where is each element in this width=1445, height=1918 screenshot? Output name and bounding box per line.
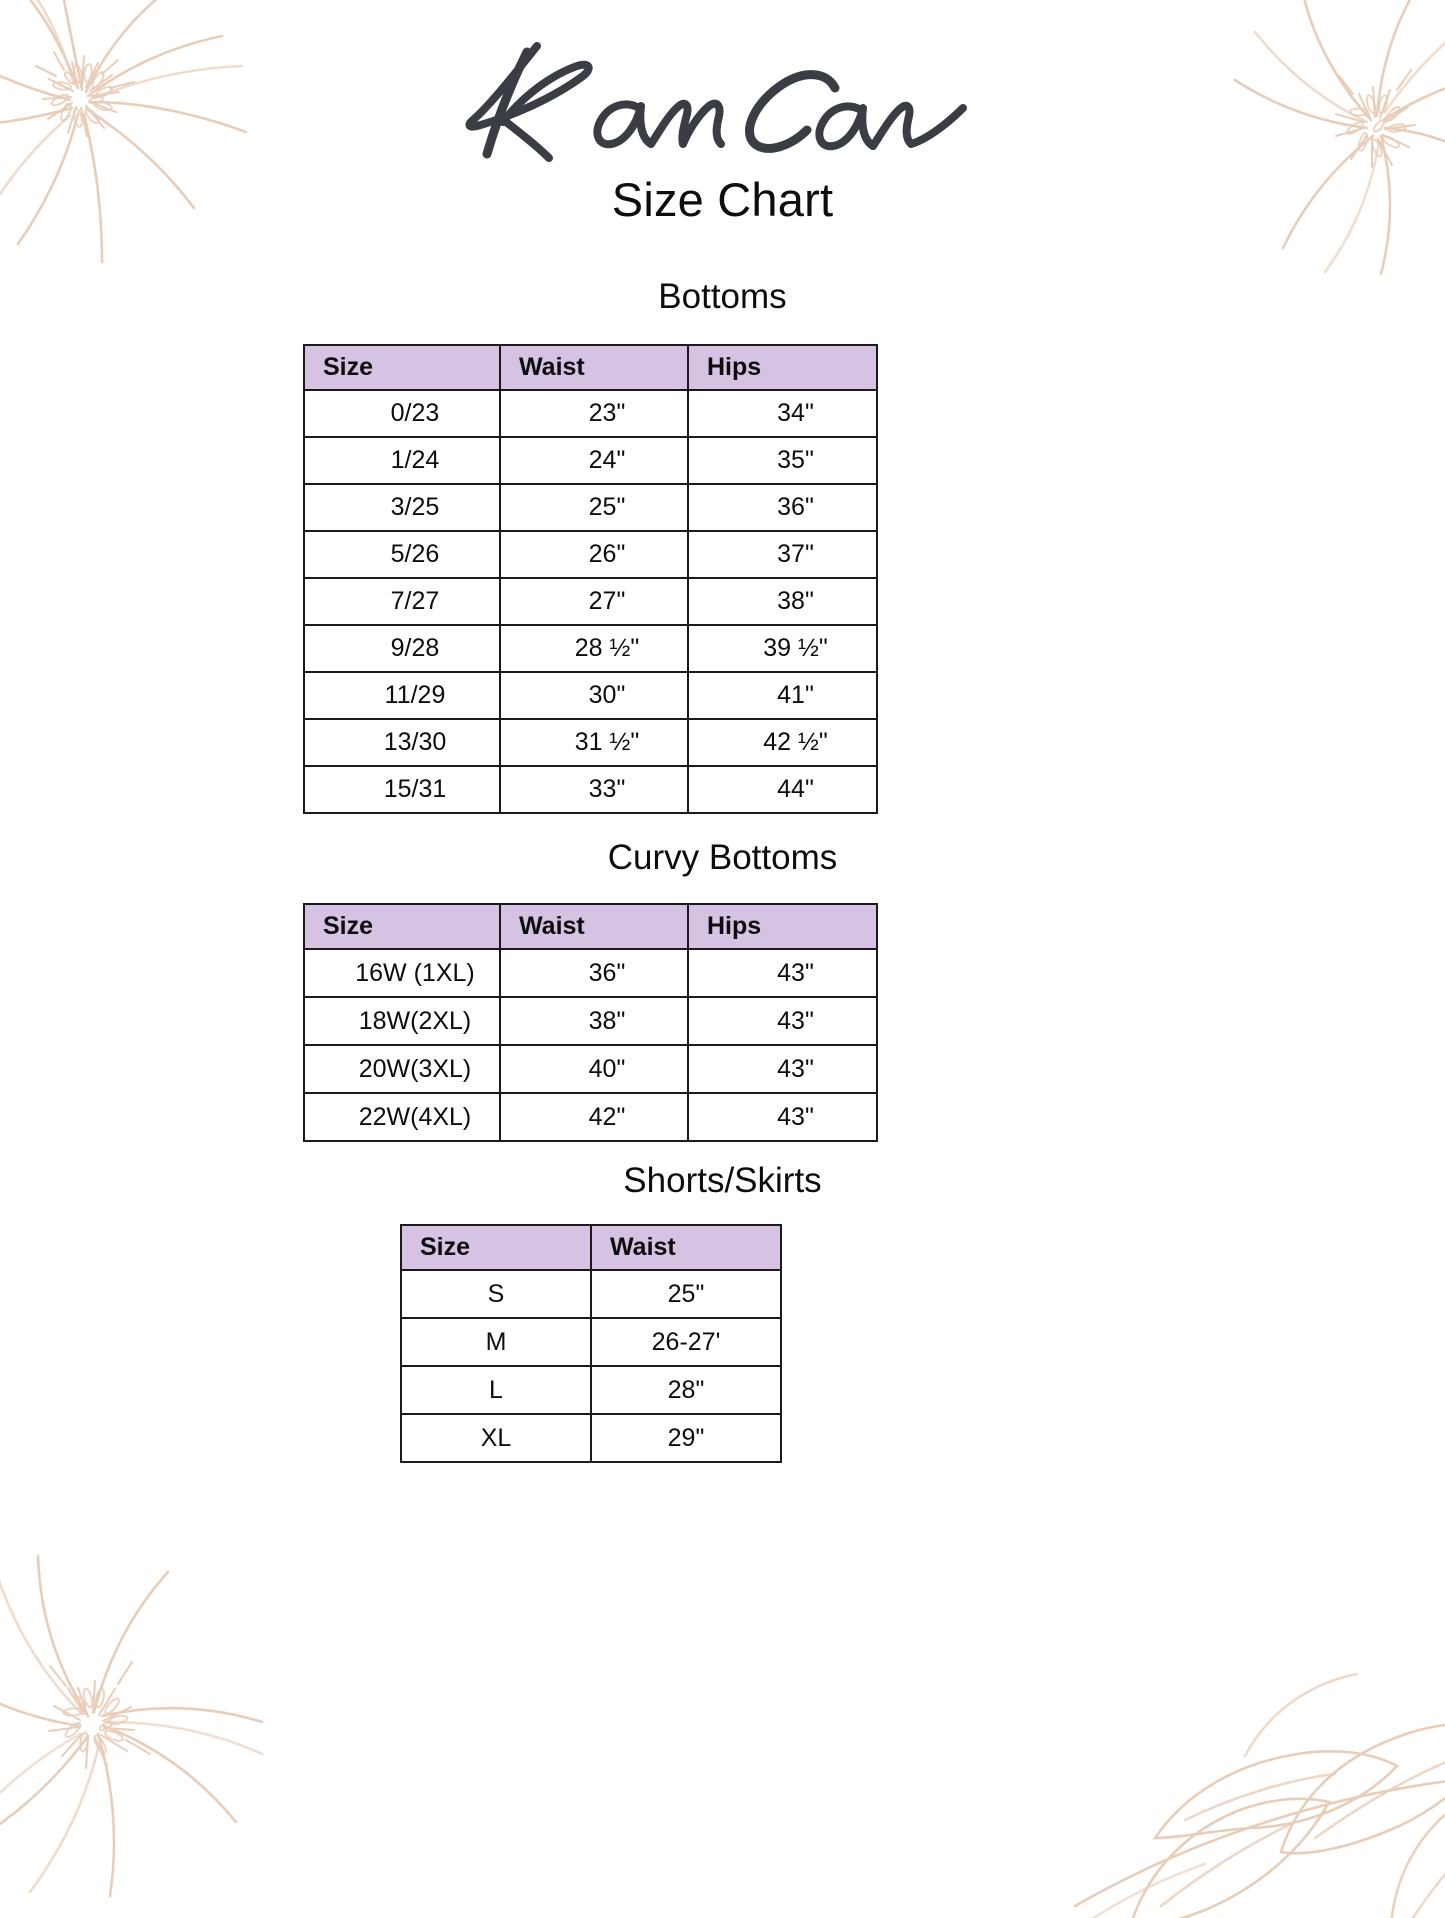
section-heading-curvy-bottoms: Curvy Bottoms	[607, 838, 838, 877]
cell-waist: 26"	[499, 530, 689, 579]
bottoms-size-table: Size Waist Hips 0/23 23" 34" 1/24 24" 35…	[303, 344, 878, 814]
table-row: 0/23 23" 34"	[303, 389, 878, 438]
cell-size: 5/26	[303, 530, 501, 579]
cell-waist: 23"	[499, 389, 689, 438]
cell-size: 13/30	[303, 718, 501, 767]
cell-hips: 34"	[687, 389, 878, 438]
section-heading-shorts-skirts: Shorts/Skirts	[623, 1161, 822, 1200]
cell-size: XL	[400, 1413, 592, 1463]
cell-waist: 38"	[499, 996, 689, 1046]
table-row: 18W(2XL) 38" 43"	[303, 996, 878, 1046]
column-header-hips: Hips	[687, 344, 878, 391]
cell-size: M	[400, 1317, 592, 1367]
cell-hips: 44"	[687, 765, 878, 814]
column-header-waist: Waist	[499, 344, 689, 391]
cell-waist: 30"	[499, 671, 689, 720]
cell-hips: 36"	[687, 483, 878, 532]
table-row: 9/28 28 ½" 39 ½"	[303, 624, 878, 673]
cell-hips: 43"	[687, 996, 878, 1046]
cell-waist: 25"	[590, 1269, 782, 1319]
cell-waist: 25"	[499, 483, 689, 532]
cell-waist: 27"	[499, 577, 689, 626]
cell-waist: 36"	[499, 948, 689, 998]
table-row: S 25"	[400, 1269, 782, 1319]
cell-size: 22W(4XL)	[303, 1092, 501, 1142]
column-header-hips: Hips	[687, 903, 878, 950]
cell-hips: 43"	[687, 1092, 878, 1142]
shorts-skirts-size-table: Size Waist S 25" M 26-27' L 28" XL	[400, 1224, 782, 1463]
cell-waist: 29"	[590, 1413, 782, 1463]
cell-hips: 41"	[687, 671, 878, 720]
column-header-size: Size	[303, 903, 501, 950]
cell-size: S	[400, 1269, 592, 1319]
table-row: XL 29"	[400, 1413, 782, 1463]
column-header-waist: Waist	[590, 1224, 782, 1271]
cell-hips: 39 ½"	[687, 624, 878, 673]
table-row: 15/31 33" 44"	[303, 765, 878, 814]
cell-size: 18W(2XL)	[303, 996, 501, 1046]
table-row: L 28"	[400, 1365, 782, 1415]
column-header-size: Size	[303, 344, 501, 391]
column-header-size: Size	[400, 1224, 592, 1271]
cell-waist: 33"	[499, 765, 689, 814]
table-row: 13/30 31 ½" 42 ½"	[303, 718, 878, 767]
table-row: 11/29 30" 41"	[303, 671, 878, 720]
table-row: 1/24 24" 35"	[303, 436, 878, 485]
cell-size: 1/24	[303, 436, 501, 485]
kancan-script-logo-icon	[465, 42, 967, 162]
cell-hips: 38"	[687, 577, 878, 626]
cell-waist: 24"	[499, 436, 689, 485]
table-row: 16W (1XL) 36" 43"	[303, 948, 878, 998]
table-header-row: Size Waist Hips	[303, 903, 878, 950]
cell-waist: 42"	[499, 1092, 689, 1142]
table-row: 3/25 25" 36"	[303, 483, 878, 532]
cell-waist: 28"	[590, 1365, 782, 1415]
cell-waist: 40"	[499, 1044, 689, 1094]
table-header-row: Size Waist Hips	[303, 344, 878, 391]
curvy-bottoms-size-table: Size Waist Hips 16W (1XL) 36" 43" 18W(2X…	[303, 903, 878, 1142]
table-header-row: Size Waist	[400, 1224, 782, 1271]
section-heading-bottoms: Bottoms	[658, 277, 787, 316]
cell-size: 3/25	[303, 483, 501, 532]
cell-size: L	[400, 1365, 592, 1415]
table-row: 20W(3XL) 40" 43"	[303, 1044, 878, 1094]
column-header-waist: Waist	[499, 903, 689, 950]
cell-hips: 35"	[687, 436, 878, 485]
table-row: M 26-27'	[400, 1317, 782, 1367]
page-title: Size Chart	[611, 173, 834, 226]
cell-hips: 43"	[687, 948, 878, 998]
table-row: 5/26 26" 37"	[303, 530, 878, 579]
brand-logo	[0, 36, 1445, 171]
cell-size: 15/31	[303, 765, 501, 814]
cell-hips: 43"	[687, 1044, 878, 1094]
cell-size: 16W (1XL)	[303, 948, 501, 998]
cell-waist: 31 ½"	[499, 718, 689, 767]
cell-waist: 28 ½"	[499, 624, 689, 673]
cell-size: 0/23	[303, 389, 501, 438]
cell-hips: 42 ½"	[687, 718, 878, 767]
cell-size: 11/29	[303, 671, 501, 720]
table-row: 7/27 27" 38"	[303, 577, 878, 626]
cell-hips: 37"	[687, 530, 878, 579]
cell-size: 20W(3XL)	[303, 1044, 501, 1094]
table-row: 22W(4XL) 42" 43"	[303, 1092, 878, 1142]
cell-size: 9/28	[303, 624, 501, 673]
cell-size: 7/27	[303, 577, 501, 626]
cell-waist: 26-27'	[590, 1317, 782, 1367]
